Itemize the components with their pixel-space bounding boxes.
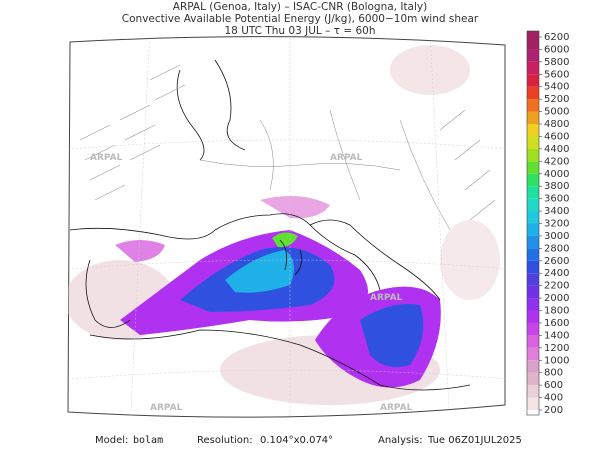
colorbar-tick-label: 5000 [544, 107, 569, 118]
colorbar-below [527, 410, 539, 415]
colorbar-band [527, 173, 539, 187]
colorbar-band [527, 335, 539, 348]
colorbar-band [527, 260, 539, 274]
colorbar-tick-label: 6200 [544, 32, 569, 43]
colorbar-tick-label: 6000 [544, 44, 569, 55]
cape-area [360, 304, 424, 368]
colorbar-tick-label: 3000 [544, 231, 569, 242]
colorbar-band [527, 161, 539, 174]
shade [440, 220, 500, 300]
colorbar-tick-label: 2600 [544, 256, 569, 267]
colorbar-tick-label: 5800 [544, 57, 569, 68]
colorbar-band [527, 235, 539, 249]
model-label: Model: [95, 435, 128, 446]
colorbar-tick-label: 2400 [544, 268, 569, 279]
colorbar-tick-label: 4200 [544, 156, 569, 167]
colorbar-band [527, 298, 539, 311]
resolution: 0.104°x0.074° [260, 435, 333, 446]
analysis: Tue 06Z01JUL2025 [427, 435, 522, 446]
colorbar-tick-label: 4600 [544, 131, 569, 142]
colorbar-band [527, 273, 539, 286]
colorbar-tick-label: 3600 [544, 194, 569, 205]
colorbar-tick-label: 2800 [544, 243, 569, 254]
colorbar-band [527, 86, 539, 100]
colorbar-band [527, 322, 539, 336]
colorbar-tick-label: 200 [544, 405, 563, 416]
cape-area [225, 250, 294, 293]
wind-barbs [79, 64, 496, 221]
colorbar-band [527, 124, 539, 137]
model: bolam [133, 435, 163, 446]
watermark: ARPAL [330, 153, 363, 163]
colorbar-tick-label: 1800 [544, 306, 569, 317]
graticule [68, 36, 505, 418]
colorbar-band [527, 385, 539, 398]
colorbar-tick-label: 3400 [544, 206, 569, 217]
colorbar-band [527, 61, 539, 75]
colorbar-tick-label: 1000 [544, 355, 569, 366]
colorbar-band [527, 198, 539, 212]
colorbar-tick-label: 5200 [544, 94, 569, 105]
colorbar-band [527, 136, 539, 149]
colorbar-band [527, 111, 539, 125]
title-line2: Convective Available Potential Energy (J… [122, 13, 479, 25]
colorbar-band [527, 211, 539, 224]
title-line1: ARPAL (Genoa, Italy) – ISAC-CNR (Bologna… [173, 1, 427, 13]
colorbar-band [527, 360, 539, 373]
colorbar-tick-label: 400 [544, 393, 563, 404]
watermark: ARPAL [90, 153, 123, 163]
colorbar-band [527, 310, 539, 323]
colorbar-tick-label: 3200 [544, 219, 569, 230]
colorbar-tick-label: 1600 [544, 318, 569, 329]
analysis-label: Analysis: [378, 435, 423, 446]
colorbar-tick-label: 2200 [544, 281, 569, 292]
colorbar-tick-label: 4800 [544, 119, 569, 130]
colorbar-tick-label: 600 [544, 380, 563, 391]
colorbar-band [527, 186, 539, 199]
colorbar-band [527, 347, 539, 361]
colorbar-frame [526, 30, 540, 416]
colorbar-tick-label: 4400 [544, 144, 569, 155]
colorbar-above [527, 31, 539, 37]
colorbar-tick-label: 800 [544, 368, 563, 379]
title-line3: 18 UTC Thu 03 JUL – τ = 60h [225, 25, 376, 37]
colorbar-band [527, 248, 539, 261]
colorbar-band [527, 148, 539, 162]
borders [199, 109, 451, 231]
shade [390, 45, 470, 95]
cape-area [272, 232, 298, 248]
colorbar-tick-label: 3800 [544, 181, 569, 192]
watermark: ARPAL [370, 293, 403, 303]
colorbar-band [527, 99, 539, 112]
colorbar-band [527, 397, 539, 410]
colorbar-tick-label: 4000 [544, 169, 569, 180]
watermark: ARPAL [380, 403, 413, 413]
colorbar-band [527, 285, 539, 299]
cape-area [115, 240, 165, 262]
map-content [68, 36, 505, 418]
cape-area [260, 196, 330, 219]
colorbar-tick-label: 5600 [544, 69, 569, 80]
watermark: ARPAL [150, 403, 183, 413]
colorbar-band [527, 223, 539, 236]
colorbar-tick-label: 1400 [544, 330, 569, 341]
colorbar-band [527, 37, 539, 50]
coastlines [69, 59, 471, 391]
colorbar-band [527, 74, 539, 87]
colorbar-tick-label: 2000 [544, 293, 569, 304]
map: ARPAL ARPAL ARPAL ARPAL ARPAL [67, 36, 506, 418]
resolution-label: Resolution: [197, 435, 253, 446]
colorbar-tick-label: 1200 [544, 343, 569, 354]
colorbar-band [527, 49, 539, 62]
colorbar-band [527, 372, 539, 386]
colorbar-tick-label: 5400 [544, 82, 569, 93]
